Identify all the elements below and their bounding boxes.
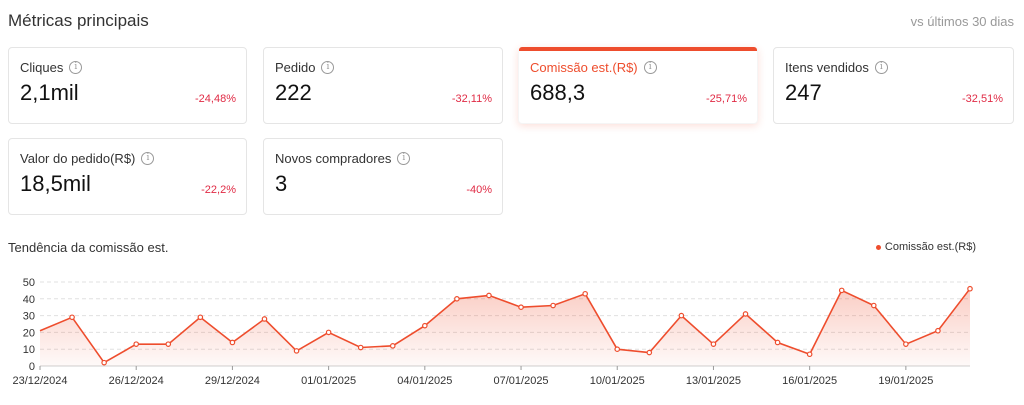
x-tick-label: 16/01/2025: [782, 375, 837, 387]
data-point[interactable]: [870, 302, 877, 309]
legend-label: Comissão est.(R$): [884, 241, 976, 253]
data-point[interactable]: [101, 359, 107, 366]
metric-label: Novos compradores: [275, 151, 392, 166]
metric-label: Cliques: [20, 60, 64, 75]
metric-card-new-buyers[interactable]: Novos compradores i 3 -40%: [263, 138, 503, 215]
x-tick-label: 26/12/2024: [109, 375, 164, 387]
data-point[interactable]: [710, 341, 717, 347]
data-point[interactable]: [518, 304, 524, 311]
data-point[interactable]: [389, 343, 396, 349]
series-line: [39, 288, 971, 364]
data-point[interactable]: [197, 314, 204, 321]
data-point[interactable]: [550, 302, 556, 309]
metric-label: Valor do pedido(R$): [20, 151, 136, 166]
data-point[interactable]: [229, 339, 236, 346]
data-point[interactable]: [133, 341, 140, 347]
data-point[interactable]: [325, 329, 332, 336]
data-point[interactable]: [582, 290, 588, 297]
y-tick-label: 50: [23, 277, 35, 289]
page-title: Métricas principais: [8, 11, 149, 30]
metric-value: 3: [275, 171, 288, 196]
chart-title: Tendência da comissão est.: [8, 240, 169, 255]
data-point[interactable]: [69, 314, 75, 321]
metric-card-commission[interactable]: Comissão est.(R$) i 688,3 -25,71%: [518, 47, 758, 124]
data-point[interactable]: [774, 339, 781, 346]
y-tick-label: 0: [29, 361, 35, 373]
data-point[interactable]: [935, 327, 941, 334]
x-tick-label: 01/01/2025: [301, 375, 356, 387]
x-tick-label: 10/01/2025: [590, 375, 645, 387]
metric-delta: -40%: [466, 184, 492, 196]
metric-value: 247: [785, 80, 822, 105]
x-tick-label: 13/01/2025: [686, 375, 741, 387]
data-point[interactable]: [806, 351, 813, 358]
metric-card-items-sold[interactable]: Itens vendidos i 247 -32,51%: [773, 47, 1014, 124]
chart-legend[interactable]: Comissão est.(R$): [875, 241, 976, 253]
metric-card-orders[interactable]: Pedido i 222 -32,11%: [263, 47, 503, 124]
info-icon[interactable]: i: [397, 152, 411, 165]
metric-value: 2,1mil: [20, 80, 79, 105]
y-tick-label: 30: [23, 311, 35, 323]
metric-label: Pedido: [275, 60, 316, 75]
y-tick-label: 10: [23, 344, 35, 356]
x-tick-label: 04/01/2025: [397, 375, 452, 387]
info-icon[interactable]: i: [321, 61, 335, 74]
metric-delta: -32,11%: [451, 93, 492, 105]
metric-label: Comissão est.(R$): [530, 60, 638, 75]
metric-card-order-value[interactable]: Valor do pedido(R$) i 18,5mil -22,2%: [8, 138, 247, 215]
x-tick-label: 29/12/2024: [205, 375, 260, 387]
data-point[interactable]: [261, 316, 268, 322]
data-point[interactable]: [486, 292, 492, 299]
data-point[interactable]: [678, 312, 685, 319]
active-indicator: [519, 47, 757, 51]
data-point[interactable]: [165, 341, 172, 347]
comparison-period: vs últimos 30 dias: [910, 14, 1014, 29]
data-point[interactable]: [742, 311, 749, 317]
metric-delta: -24,48%: [195, 93, 236, 105]
y-tick-label: 40: [23, 294, 35, 306]
data-point[interactable]: [357, 344, 364, 351]
metric-label: Itens vendidos: [785, 60, 869, 75]
data-point[interactable]: [454, 295, 460, 302]
x-tick-label: 19/01/2025: [878, 375, 933, 387]
data-point[interactable]: [903, 341, 909, 347]
data-point[interactable]: [614, 346, 621, 353]
info-icon[interactable]: i: [643, 61, 657, 74]
metric-value: 222: [275, 80, 312, 105]
x-tick-label: 07/01/2025: [494, 375, 549, 387]
metric-delta: -32,51%: [962, 93, 1003, 105]
metric-delta: -25,71%: [706, 93, 747, 105]
metric-card-clicks[interactable]: Cliques i 2,1mil -24,48%: [8, 47, 247, 124]
legend-dot-icon: [875, 244, 881, 250]
data-point[interactable]: [422, 322, 428, 329]
metric-delta: -22,2%: [201, 184, 236, 196]
metric-value: 18,5mil: [20, 171, 91, 196]
data-point[interactable]: [967, 285, 973, 292]
series-area: [40, 288, 970, 366]
y-tick-label: 20: [23, 327, 35, 339]
info-icon[interactable]: i: [69, 61, 83, 74]
metric-value: 688,3: [530, 80, 586, 105]
info-icon[interactable]: i: [874, 61, 888, 74]
info-icon[interactable]: i: [141, 152, 155, 165]
data-point[interactable]: [293, 348, 300, 354]
commission-trend-chart[interactable]: 0 10 20 30 40 50 23/12/2024 26/12/2024 29/12/20…: [0, 270, 1024, 405]
data-point[interactable]: [646, 349, 653, 356]
x-tick-label: 23/12/2024: [12, 375, 67, 387]
data-point[interactable]: [838, 287, 845, 294]
